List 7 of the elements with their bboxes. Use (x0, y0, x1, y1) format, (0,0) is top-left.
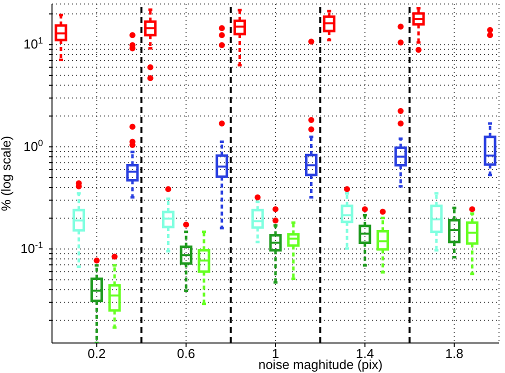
y-tick-label: 10$^{1}$ (24, 36, 43, 52)
y-tick-label: 10$^{0}$ (24, 138, 43, 154)
y-tick-label: 10$^{-1}$ (20, 240, 43, 256)
x-tick-label: 1.8 (445, 346, 464, 362)
x-tick-label: 0.6 (177, 346, 196, 362)
x-tick-label: 0.2 (88, 346, 106, 362)
y-axis-title: % (log scale) (0, 136, 14, 212)
